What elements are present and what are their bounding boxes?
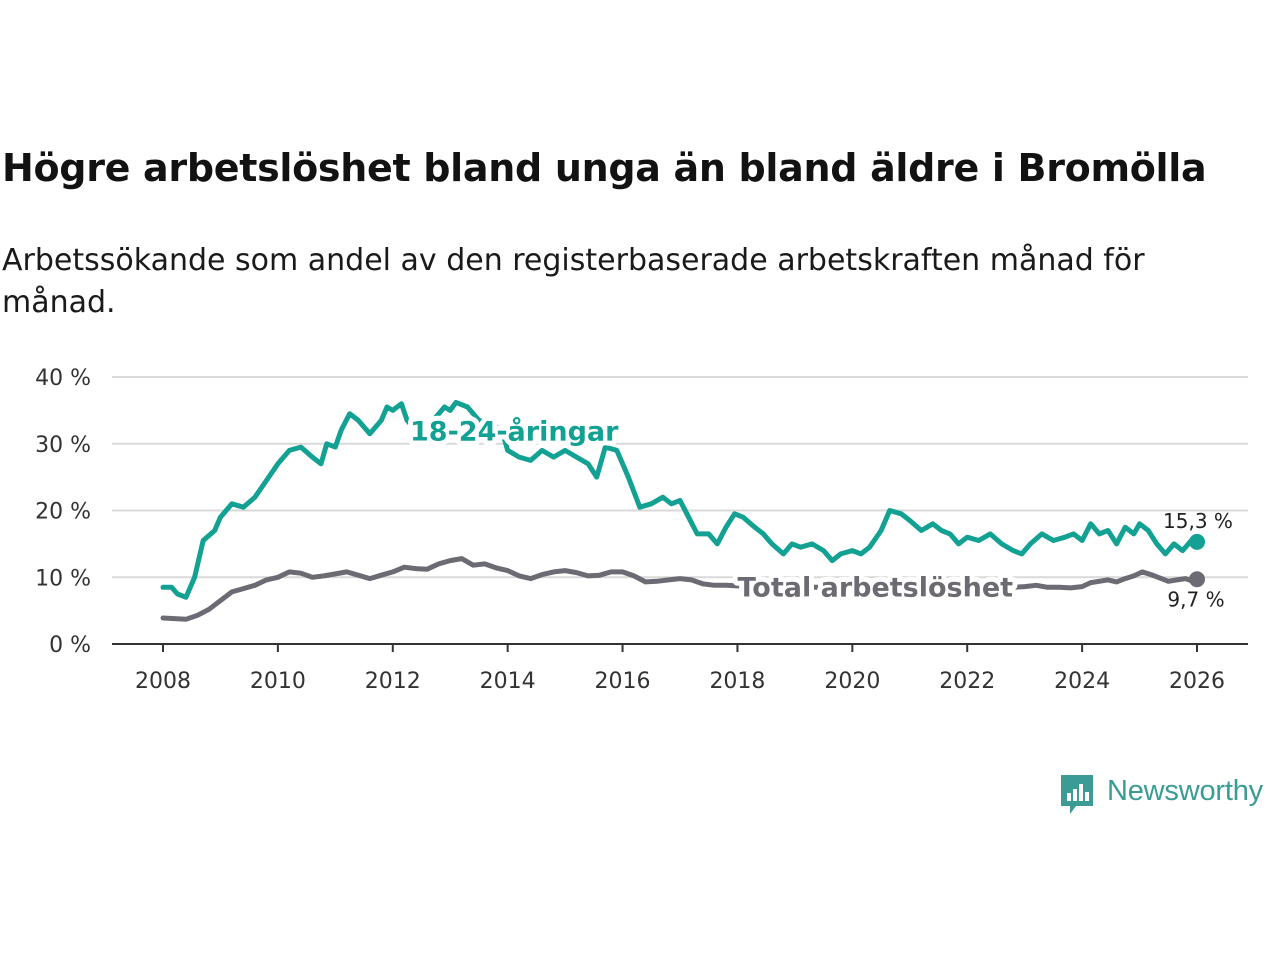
series-label-youth: 18-24-åringar — [410, 415, 619, 447]
series-label-halo-youth: 18-24-åringar — [410, 415, 619, 447]
series-end-label-total: 9,7 % — [1167, 587, 1224, 611]
x-tick-label: 2010 — [250, 669, 306, 694]
x-tick-label: 2024 — [1054, 669, 1110, 694]
series-line-youth — [160, 399, 1200, 600]
gridlines — [112, 376, 1248, 579]
newsworthy-logo: Newsworthy — [1058, 772, 1280, 820]
x-tick-label: 2014 — [480, 669, 536, 694]
x-tick-label: 2026 — [1169, 669, 1225, 694]
series-label-halo-total: Total arbetslöshet — [737, 573, 1013, 604]
y-tick-label: 20 % — [35, 500, 91, 525]
series-end-label-youth: 15,3 % — [1163, 509, 1233, 533]
series-label-total: Total arbetslöshet — [737, 573, 1013, 604]
chart-subtitle: Arbetssökande som andel av den registerb… — [2, 243, 1145, 320]
series-lines — [160, 399, 1205, 622]
series-line-total — [160, 556, 1200, 622]
y-tick-label: 0 % — [49, 633, 91, 658]
y-axis-ticks: 0 % 10 % 20 % 30 % 40 % — [35, 366, 91, 658]
x-axis: 2008 2010 2012 2014 2016 2018 2020 2022 2024 2026 — [112, 643, 1248, 694]
x-tick-label: 2020 — [824, 669, 880, 694]
brand-name: Newsworthy — [1107, 775, 1263, 807]
series-end-point-total — [1189, 571, 1205, 588]
x-tick-label: 2008 — [135, 669, 191, 694]
chart-title: Högre arbetslöshet bland unga än bland ä… — [2, 146, 1207, 190]
line-chart: 0 % 10 % 20 % 30 % 40 % 2008 2010 2012 2014 2016… — [35, 366, 1248, 694]
x-tick-label: 2018 — [709, 669, 765, 694]
x-tick-label: 2016 — [595, 669, 651, 694]
y-tick-label: 30 % — [35, 433, 91, 458]
y-tick-label: 40 % — [35, 366, 91, 391]
x-tick-label: 2012 — [365, 669, 421, 694]
y-tick-label: 10 % — [35, 566, 91, 591]
series-end-point-youth — [1189, 533, 1205, 550]
chart-bubble-icon — [1061, 775, 1093, 814]
x-tick-label: 2022 — [939, 669, 995, 694]
